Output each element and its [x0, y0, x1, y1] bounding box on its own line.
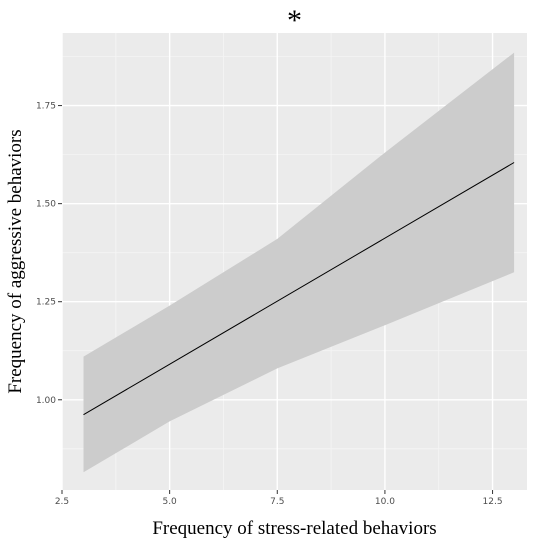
x-tick-label: 2.5 — [55, 497, 69, 507]
confidence-band-layer — [83, 52, 515, 473]
regression-line — [83, 162, 515, 416]
chart-title: * — [287, 4, 302, 37]
y-tick-label: 1.25 — [36, 298, 56, 308]
x-tick-label: 5.0 — [162, 497, 177, 507]
x-tick-label: 7.5 — [270, 497, 284, 507]
x-axis-ticks: 2.5 5.0 7.5 10.0 12.5 — [55, 490, 503, 507]
regression-line-layer — [83, 162, 515, 416]
y-axis-ticks: 1.00 1.25 1.50 1.75 — [36, 102, 62, 406]
y-tick-label: 1.50 — [36, 200, 56, 210]
y-tick-label: 1.75 — [36, 102, 56, 112]
confidence-band — [83, 52, 515, 473]
x-tick-label: 10.0 — [375, 497, 395, 507]
y-tick-label: 1.00 — [36, 396, 56, 406]
y-axis-title: Frequency of aggressive behaviors — [5, 129, 26, 393]
x-axis-title: Frequency of stress-related behaviors — [152, 518, 436, 539]
x-tick-label: 12.5 — [483, 497, 503, 507]
